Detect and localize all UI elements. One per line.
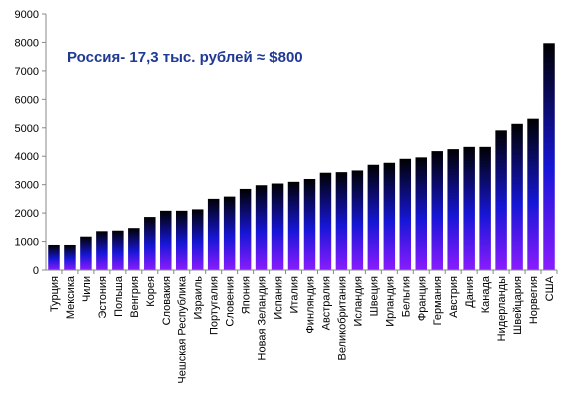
bar xyxy=(175,210,188,270)
bar xyxy=(271,183,284,270)
bar xyxy=(207,198,220,270)
y-tick-label: 6000 xyxy=(15,94,39,106)
y-tick-label: 8000 xyxy=(15,37,39,49)
bar xyxy=(96,231,108,270)
x-axis: Турция Мексика Чили Эстония Польша Венгрия Кор… xyxy=(46,269,558,384)
x-category-label: Чешская Республика xyxy=(177,275,189,383)
bar xyxy=(112,230,124,270)
y-tick-label: 5000 xyxy=(15,123,39,135)
bar xyxy=(223,196,236,270)
x-category-label: Бельгия xyxy=(400,276,412,317)
x-category-label: Португалия xyxy=(209,276,221,335)
x-category-label: Италия xyxy=(289,276,301,314)
bar xyxy=(160,210,172,270)
bar xyxy=(64,244,76,270)
bar xyxy=(527,118,539,270)
x-category-label: Швейцария xyxy=(512,276,524,335)
bar xyxy=(447,149,459,270)
annotation-russia: Россия- 17,3 тыс. рублей ≈ $800 xyxy=(67,49,303,66)
x-category-label: Япония xyxy=(241,276,253,314)
bar xyxy=(191,209,204,270)
bar xyxy=(303,178,316,270)
bar xyxy=(80,236,92,270)
x-category-label: Польша xyxy=(113,275,125,317)
x-category-label: Венгрия xyxy=(129,276,141,318)
x-category-label: Новая Зеландия xyxy=(257,276,269,360)
x-category-label: Израиль xyxy=(193,276,205,320)
bar xyxy=(128,228,140,270)
bar xyxy=(255,185,268,270)
x-category-label: США xyxy=(544,275,556,301)
y-tick-label: 3000 xyxy=(15,180,39,192)
x-category-label: Австрия xyxy=(448,276,460,318)
y-axis: 0 1000 2000 3000 4000 5000 6000 7000 8000 9000 xyxy=(15,9,47,277)
bar xyxy=(383,162,396,270)
bar xyxy=(399,158,412,270)
bar xyxy=(319,172,332,270)
bar xyxy=(415,157,428,270)
bars-group xyxy=(48,43,555,271)
y-tick-label: 0 xyxy=(33,265,39,277)
x-category-label: Словакия xyxy=(161,276,173,325)
bar xyxy=(335,172,348,270)
y-tick-label: 4000 xyxy=(15,151,39,163)
bar xyxy=(144,217,156,270)
x-category-label: Словения xyxy=(225,276,237,327)
x-category-label: Исландия xyxy=(352,276,364,327)
bar xyxy=(48,244,60,270)
y-tick-label: 1000 xyxy=(15,237,39,249)
bar xyxy=(495,130,507,270)
x-category-label: Корея xyxy=(145,276,157,307)
x-category-label: Турция xyxy=(49,276,61,312)
x-category-label: Норвегия xyxy=(528,276,540,324)
bar xyxy=(543,43,555,271)
y-tick-label: 2000 xyxy=(15,208,39,220)
x-category-label: Австралия xyxy=(320,276,332,330)
bar xyxy=(351,170,364,270)
x-category-label: Германия xyxy=(432,276,444,325)
x-category-label: Швеция xyxy=(368,276,380,316)
y-tick-label: 7000 xyxy=(15,66,39,78)
x-category-label: Ирландия xyxy=(384,276,396,327)
x-category-label: Мексика xyxy=(65,275,77,319)
y-tick-label: 9000 xyxy=(15,9,39,21)
x-category-label: Великобритания xyxy=(336,276,348,361)
x-category-label: Чили xyxy=(81,276,93,302)
bar xyxy=(511,123,523,270)
bar xyxy=(367,164,380,270)
bar xyxy=(239,188,252,270)
x-category-label: Франция xyxy=(416,276,428,321)
x-category-label: Канада xyxy=(480,275,492,313)
x-category-label: Эстония xyxy=(97,276,109,319)
bar xyxy=(479,146,491,270)
bar xyxy=(463,146,475,270)
bar xyxy=(287,181,300,270)
x-category-label: Нидерланды xyxy=(496,276,508,341)
x-category-label: Испания xyxy=(273,276,285,320)
bar xyxy=(431,151,443,270)
x-category-label: Дания xyxy=(464,276,476,308)
x-category-label: Финляндия xyxy=(304,276,316,334)
